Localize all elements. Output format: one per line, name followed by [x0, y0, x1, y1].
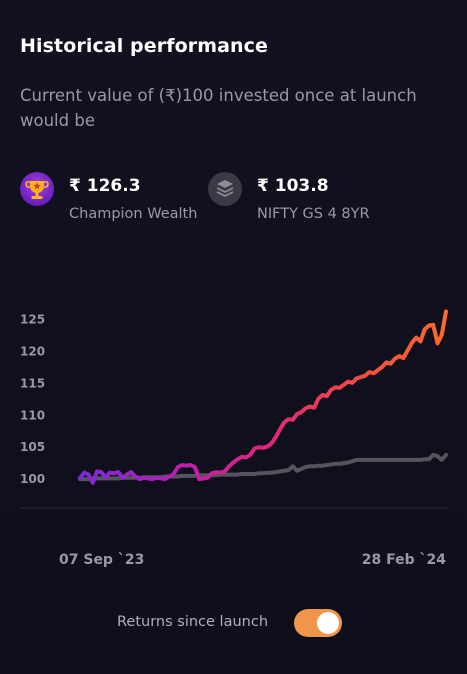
toggle-label: Returns since launch: [117, 614, 269, 630]
layers-icon: [208, 172, 242, 206]
trophy-icon: [20, 172, 54, 206]
performance-chart: 100 105 110 115 120 125 07 Sep `23 28 Feb `24: [20, 309, 448, 568]
fund-value: ₹ 103.8: [257, 176, 329, 196]
fund-value: ₹ 126.3: [69, 176, 141, 196]
y-tick-label: 105: [20, 440, 45, 454]
y-axis: 100 105 110 115 120 125: [20, 313, 45, 486]
y-tick-label: 115: [20, 376, 45, 390]
series-line-champion-wealth: [78, 309, 448, 485]
section-subtitle: Current value of (₹)100 invested once at…: [20, 86, 417, 130]
y-tick-label: 100: [20, 472, 45, 486]
y-tick-label: 125: [20, 313, 45, 327]
returns-toggle-row: Returns since launch: [0, 609, 467, 639]
y-tick-label: 110: [20, 408, 45, 422]
fund-name: Champion Wealth: [69, 206, 198, 222]
y-tick-label: 120: [20, 345, 45, 359]
section-title: Historical performance: [20, 35, 268, 57]
toggle-knob: [317, 612, 339, 634]
x-tick-label-end: 28 Feb `24: [362, 552, 446, 568]
returns-since-launch-toggle[interactable]: [294, 609, 342, 637]
x-tick-label-start: 07 Sep `23: [59, 552, 144, 568]
fund-name: NIFTY GS 4 8YR: [257, 206, 370, 222]
